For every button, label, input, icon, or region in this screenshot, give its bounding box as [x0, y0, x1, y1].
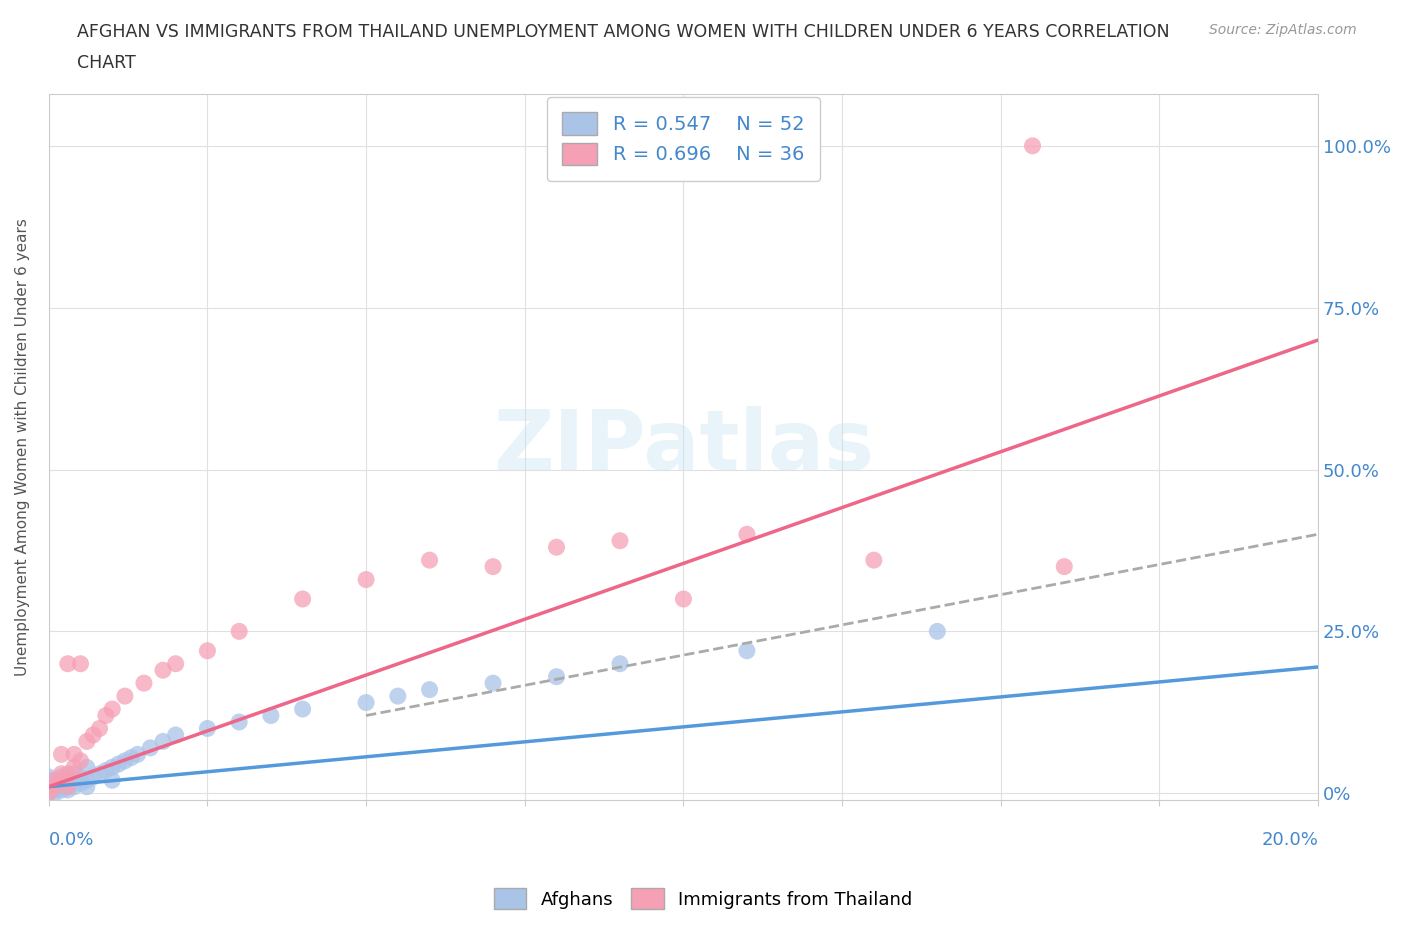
Point: [609, 657, 631, 671]
Point: [139, 740, 162, 755]
Point: [44, 779, 66, 794]
Point: [419, 552, 441, 567]
Point: [44, 782, 66, 797]
Point: [152, 734, 174, 749]
Point: [56, 779, 79, 794]
Point: [63, 766, 86, 781]
Point: [38, 786, 60, 801]
Point: [69, 753, 91, 768]
Point: [120, 751, 142, 765]
Text: 0.0%: 0.0%: [49, 831, 94, 849]
Point: [165, 727, 187, 742]
Point: [1021, 139, 1043, 153]
Point: [44, 773, 66, 788]
Point: [44, 779, 66, 794]
Point: [56, 773, 79, 788]
Point: [82, 770, 104, 785]
Point: [94, 708, 117, 723]
Point: [51, 773, 73, 788]
Point: [51, 782, 73, 797]
Point: [38, 770, 60, 785]
Point: [107, 757, 129, 772]
Point: [735, 644, 758, 658]
Point: [132, 676, 155, 691]
Point: [228, 624, 250, 639]
Point: [82, 727, 104, 742]
Point: [69, 776, 91, 790]
Point: [38, 786, 60, 801]
Point: [63, 760, 86, 775]
Point: [89, 766, 111, 781]
Point: [197, 721, 219, 736]
Point: [51, 747, 73, 762]
Point: [38, 779, 60, 794]
Point: [38, 773, 60, 788]
Point: [387, 688, 409, 703]
Point: [51, 776, 73, 790]
Point: [69, 657, 91, 671]
Point: [482, 559, 505, 574]
Point: [51, 773, 73, 788]
Legend: R = 0.547    N = 52, R = 0.696    N = 36: R = 0.547 N = 52, R = 0.696 N = 36: [547, 97, 820, 180]
Point: [609, 533, 631, 548]
Point: [735, 526, 758, 541]
Point: [260, 708, 283, 723]
Point: [56, 779, 79, 794]
Point: [38, 779, 60, 794]
Point: [94, 764, 117, 778]
Point: [76, 773, 98, 788]
Point: [63, 773, 86, 788]
Point: [672, 591, 695, 606]
Text: Source: ZipAtlas.com: Source: ZipAtlas.com: [1209, 23, 1357, 37]
Point: [291, 701, 314, 716]
Point: [44, 786, 66, 801]
Point: [127, 747, 149, 762]
Point: [354, 695, 377, 710]
Point: [38, 782, 60, 797]
Point: [63, 779, 86, 794]
Text: AFGHAN VS IMMIGRANTS FROM THAILAND UNEMPLOYMENT AMONG WOMEN WITH CHILDREN UNDER : AFGHAN VS IMMIGRANTS FROM THAILAND UNEMP…: [77, 23, 1170, 41]
Point: [76, 734, 98, 749]
Point: [63, 747, 86, 762]
Point: [354, 572, 377, 587]
Point: [114, 753, 136, 768]
Point: [38, 776, 60, 790]
Point: [1053, 559, 1076, 574]
Point: [101, 701, 124, 716]
Legend: Afghans, Immigrants from Thailand: Afghans, Immigrants from Thailand: [486, 881, 920, 916]
Point: [56, 766, 79, 781]
Point: [114, 688, 136, 703]
Text: CHART: CHART: [77, 54, 136, 72]
Point: [101, 773, 124, 788]
Point: [863, 552, 886, 567]
Point: [165, 657, 187, 671]
Point: [51, 770, 73, 785]
Point: [101, 760, 124, 775]
Point: [197, 644, 219, 658]
Point: [546, 670, 568, 684]
Point: [76, 779, 98, 794]
Point: [69, 770, 91, 785]
Point: [51, 779, 73, 794]
Point: [152, 663, 174, 678]
Point: [56, 770, 79, 785]
Point: [89, 721, 111, 736]
Point: [482, 676, 505, 691]
Point: [76, 760, 98, 775]
Text: ZIPatlas: ZIPatlas: [494, 406, 875, 487]
Y-axis label: Unemployment Among Women with Children Under 6 years: Unemployment Among Women with Children U…: [15, 218, 30, 676]
Point: [546, 539, 568, 554]
Point: [56, 782, 79, 797]
Point: [419, 683, 441, 698]
Point: [44, 776, 66, 790]
Point: [51, 766, 73, 781]
Text: 20.0%: 20.0%: [1261, 831, 1319, 849]
Point: [228, 714, 250, 729]
Point: [56, 657, 79, 671]
Point: [291, 591, 314, 606]
Point: [927, 624, 949, 639]
Point: [44, 773, 66, 788]
